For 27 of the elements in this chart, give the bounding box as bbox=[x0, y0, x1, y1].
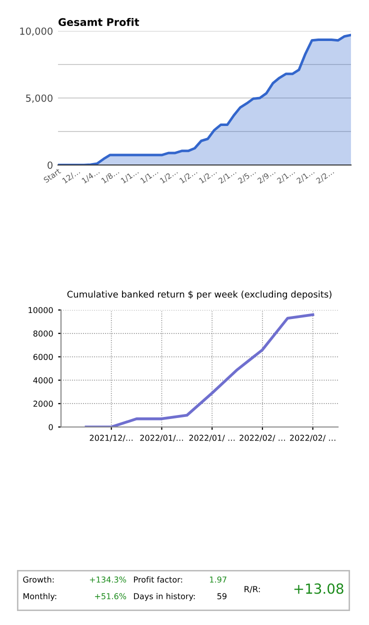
x-tick-label: 2022/01/… bbox=[140, 434, 183, 442]
text: 1.97 bbox=[210, 576, 226, 583]
text: Days in history: bbox=[134, 593, 195, 601]
x-tick-label: 2022/02/ … bbox=[290, 434, 336, 442]
text: Profit factor: bbox=[134, 576, 182, 583]
chart-title: Cumulative banked return $ per week (excluding deposits) bbox=[67, 290, 332, 300]
y-tick-label: 10000 bbox=[28, 307, 53, 314]
x-tick-label: 2022/01/ … bbox=[189, 434, 235, 442]
text: Monthly: bbox=[23, 593, 56, 601]
line-series bbox=[84, 313, 314, 427]
text: Growth: bbox=[23, 576, 54, 583]
chart-title: Gesamt Profit bbox=[58, 18, 140, 26]
y-tick-label: 6000 bbox=[33, 354, 53, 360]
y-tick-label: 0 bbox=[48, 161, 52, 169]
text: +134.3% bbox=[90, 576, 126, 583]
y-tick-label: 8000 bbox=[33, 330, 53, 337]
text: +13.08 bbox=[294, 583, 344, 594]
y-tick-label: 5,000 bbox=[26, 94, 52, 103]
text: R/R: bbox=[244, 586, 260, 593]
text: 59 bbox=[217, 593, 226, 600]
y-tick-label: 2000 bbox=[33, 400, 53, 407]
x-tick-label: 2021/12/… bbox=[90, 434, 133, 442]
x-tick-label: 2022/02/ … bbox=[240, 434, 285, 442]
y-tick-label: 4000 bbox=[33, 377, 53, 384]
y-tick-label: 10,000 bbox=[20, 27, 52, 36]
text: +51.6% bbox=[95, 593, 126, 600]
y-tick-label: 0 bbox=[48, 424, 53, 430]
